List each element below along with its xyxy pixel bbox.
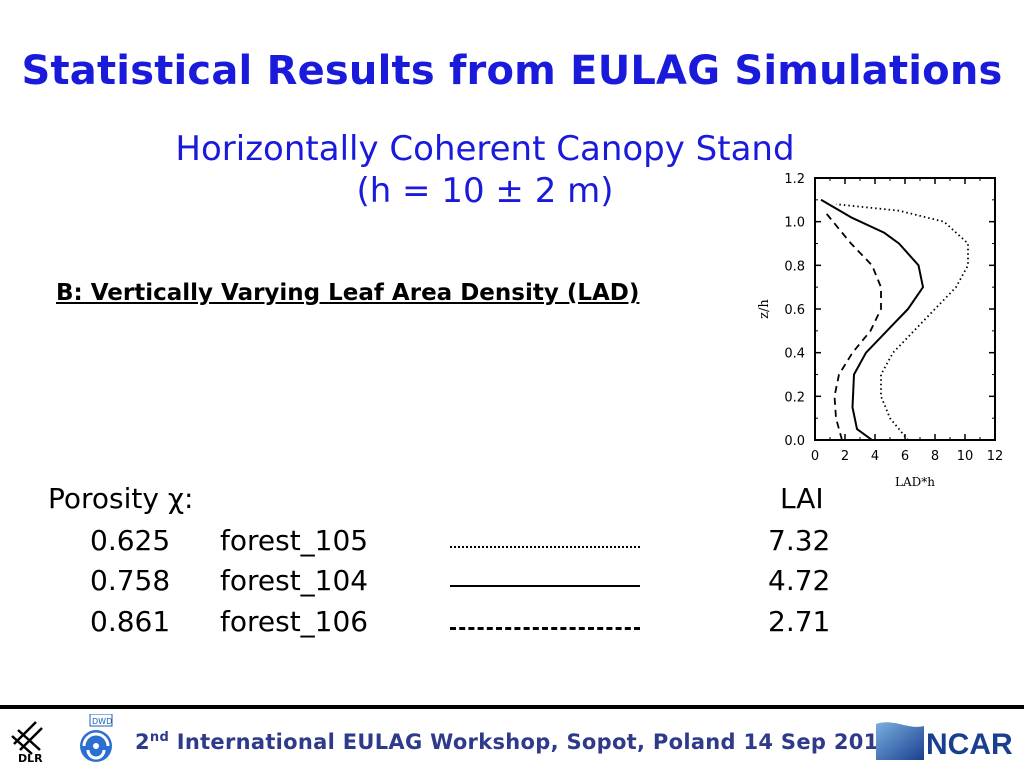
lad-profile-chart: 0 2 4 6 8 10 12 0.0 0.2 0.4 0.6 0.8 1.0 1.2 LAD*h z/h (757, 172, 1004, 489)
ncar-logo-text: NCAR (926, 728, 1013, 761)
x-tick-label: 10 (957, 449, 974, 464)
x-tick-label: 0 (811, 449, 819, 464)
y-axis-label: z/h (757, 299, 772, 319)
porosity-heading: Porosity χ: (48, 482, 194, 515)
y-tick-label: 0.2 (784, 390, 805, 405)
y-tick-label: 1.0 (784, 216, 805, 231)
x-tick-label: 12 (987, 449, 1004, 464)
case-name: forest_105 (220, 524, 369, 557)
lai-value: 4.72 (768, 564, 831, 597)
x-tick-label: 8 (931, 449, 939, 464)
footer-ordinal: 2 (135, 730, 150, 754)
x-tick-label: 2 (841, 449, 849, 464)
y-tick-label: 0.0 (784, 434, 805, 449)
x-axis-label: LAD*h (895, 475, 935, 489)
y-tick-label: 0.6 (784, 303, 805, 318)
y-tick-label: 1.2 (784, 172, 805, 187)
slide-title: Statistical Results from EULAG Simulatio… (21, 48, 1003, 94)
footer-event: International EULAG Workshop, Sopot, Pol… (169, 730, 894, 754)
footer-ordinal-suffix: nd (149, 730, 170, 745)
porosity-value: 0.861 (90, 605, 171, 638)
dotted-line-sample (450, 546, 640, 548)
dlr-emblem-icon (11, 721, 43, 755)
dwd-logo: DWD (72, 713, 122, 770)
lai-value: 2.71 (768, 605, 831, 638)
case-name: forest_106 (220, 605, 369, 638)
porosity-value: 0.625 (90, 524, 171, 557)
series-line-solid (820, 198, 924, 441)
slide-subtitle: Horizontally Coherent Canopy Stand (h = … (120, 128, 850, 212)
porosity-value: 0.758 (90, 564, 171, 597)
ncar-logo: NCAR (874, 716, 1022, 768)
x-tick-label: 6 (901, 449, 909, 464)
series-line-dotted (835, 203, 969, 441)
footer-divider (0, 705, 1024, 709)
section-heading: B: Vertically Varying Leaf Area Density … (56, 280, 640, 306)
dwd-logo-text: DWD (92, 717, 112, 726)
y-tick-label: 0.8 (784, 259, 805, 274)
subtitle-line-2: (h = 10 ± 2 m) (356, 171, 614, 211)
solid-line-sample (450, 585, 640, 587)
ncar-swoosh-icon (876, 722, 924, 760)
plot-frame (814, 177, 996, 441)
lai-value: 7.32 (768, 524, 831, 557)
lai-heading: LAI (780, 482, 824, 515)
x-tick-label: 4 (871, 449, 879, 464)
subtitle-line-1: Horizontally Coherent Canopy Stand (175, 129, 795, 169)
case-name: forest_104 (220, 564, 369, 597)
y-tick-label: 0.4 (784, 347, 805, 362)
dashed-line-sample (450, 627, 640, 630)
footer-text: 2nd International EULAG Workshop, Sopot,… (135, 730, 893, 754)
dlr-logo-text: DLR (18, 752, 43, 764)
dlr-logo: DLR (6, 716, 62, 768)
series-line-dashed (823, 210, 882, 441)
